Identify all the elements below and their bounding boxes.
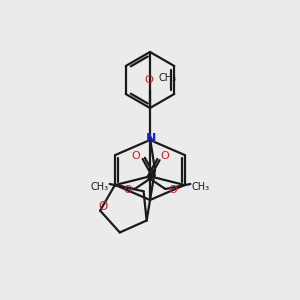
Text: N: N [146,131,156,145]
Text: O: O [160,151,169,161]
Text: O: O [168,185,177,195]
Text: O: O [131,151,140,161]
Text: CH₃: CH₃ [91,182,109,192]
Text: O: O [123,185,132,195]
Text: O: O [98,200,108,213]
Text: CH₃: CH₃ [191,182,209,192]
Text: O: O [145,75,153,85]
Text: CH₃: CH₃ [159,73,177,83]
